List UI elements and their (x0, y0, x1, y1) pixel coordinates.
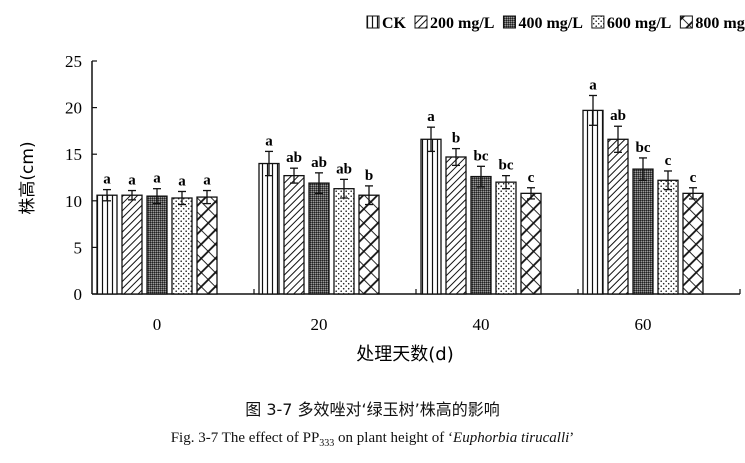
legend-swatch (366, 15, 380, 29)
significance-letter: a (103, 172, 111, 188)
significance-letter: a (589, 77, 597, 93)
bar (308, 182, 330, 295)
x-tick-label: 40 (473, 315, 490, 334)
bar (632, 168, 654, 295)
significance-letter: bc (636, 140, 651, 156)
legend-item: 200 mg/L (414, 15, 494, 32)
legend: CK 200 mg/L 400 mg/L 600 mg/L 800 mg/L (366, 15, 745, 32)
x-tick-label: 60 (635, 315, 652, 334)
y-tick-label: 10 (65, 192, 82, 211)
legend-item: 800 mg/L (679, 15, 745, 32)
bar (420, 138, 442, 295)
caption-english-prefix: Fig. 3-7 The effect of PP (170, 430, 320, 446)
significance-letter: c (528, 170, 535, 186)
y-tick-label: 5 (74, 238, 83, 257)
bar (445, 156, 467, 295)
y-tick-label: 15 (65, 145, 82, 164)
legend-swatch (679, 15, 693, 29)
caption-chinese: 图 3-7 多效唑对‘绿玉树’株高的影响 (245, 400, 500, 419)
significance-letter: a (203, 173, 211, 189)
bar (121, 194, 143, 295)
significance-letter: ab (311, 155, 327, 171)
legend-label: 200 mg/L (430, 15, 494, 32)
caption-english: Fig. 3-7 The effect of PP333 on plant he… (0, 430, 745, 449)
bar (283, 174, 305, 295)
caption-english-mid: on plant height of ‘ (334, 430, 454, 446)
bar (582, 109, 604, 295)
significance-letter: a (178, 173, 186, 189)
x-axis-title: 处理天数(d) (356, 344, 453, 365)
y-tick-label: 0 (74, 285, 83, 304)
legend-item: CK (366, 15, 407, 32)
legend-label: 800 mg/L (695, 15, 745, 32)
caption-english-italic: Euphorbia tirucalli (453, 430, 570, 446)
bar (146, 195, 168, 295)
bar (333, 188, 355, 295)
bar (607, 138, 629, 295)
significance-letter: bc (499, 158, 514, 174)
legend-swatch (502, 15, 516, 29)
significance-letter: bc (474, 148, 489, 164)
bar (470, 175, 492, 295)
significance-letter: a (427, 109, 435, 125)
significance-letter: ab (286, 150, 302, 166)
bar (96, 194, 118, 295)
significance-letter: c (690, 170, 697, 186)
legend-label: 400 mg/L (518, 15, 582, 32)
x-tick-label: 0 (153, 315, 162, 334)
significance-letter: b (365, 168, 373, 184)
significance-letter: b (452, 131, 460, 147)
bar (358, 194, 380, 295)
bar (171, 197, 193, 295)
y-tick-label: 20 (65, 99, 82, 118)
significance-letter: c (665, 153, 672, 169)
caption-english-sub: 333 (319, 438, 335, 449)
significance-letter: a (153, 171, 161, 187)
significance-letter: ab (336, 161, 352, 177)
significance-letter: ab (610, 108, 626, 124)
significance-letter: a (265, 133, 273, 149)
caption-english-suffix: ’ (569, 430, 575, 446)
significance-letter: a (128, 173, 136, 189)
legend-item: 400 mg/L (502, 15, 583, 32)
legend-label: CK (382, 15, 407, 32)
bar (682, 192, 704, 295)
legend-swatch (414, 15, 428, 29)
bar (520, 192, 542, 295)
bar (495, 181, 517, 295)
legend-item: 600 mg/L (591, 15, 671, 32)
legend-swatch (591, 15, 605, 29)
bar (657, 179, 679, 295)
x-tick-label: 20 (311, 315, 328, 334)
bar (258, 162, 280, 295)
legend-label: 600 mg/L (607, 15, 671, 32)
bar (196, 196, 218, 295)
y-tick-label: 25 (65, 52, 82, 71)
y-axis-title: 株高(cm) (18, 141, 38, 214)
